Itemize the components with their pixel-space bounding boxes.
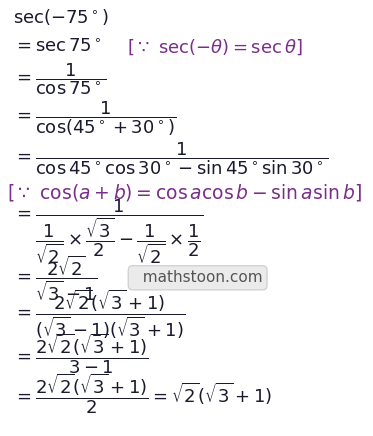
Text: $= \dfrac{2\sqrt{2}}{\sqrt{3}-1}$: $= \dfrac{2\sqrt{2}}{\sqrt{3}-1}$ <box>13 253 97 303</box>
Text: $[\because\ \sec(-\theta) = \sec\theta]$: $[\because\ \sec(-\theta) = \sec\theta]$ <box>127 37 303 57</box>
Text: $= \dfrac{1}{\cos(45^\circ+30^\circ)}$: $= \dfrac{1}{\cos(45^\circ+30^\circ)}$ <box>13 99 176 138</box>
Text: $= \dfrac{1}{\cos 45^\circ\cos 30^\circ - \sin 45^\circ\sin 30^\circ}$: $= \dfrac{1}{\cos 45^\circ\cos 30^\circ … <box>13 140 329 177</box>
Text: $= \dfrac{1}{\dfrac{1}{\sqrt{2}}\times\dfrac{\sqrt{3}}{2} - \dfrac{1}{\sqrt{2}}\: $= \dfrac{1}{\dfrac{1}{\sqrt{2}}\times\d… <box>13 198 203 266</box>
Text: $= \dfrac{2\sqrt{2}(\sqrt{3}+1)}{(\sqrt{3}-1)(\sqrt{3}+1)}$: $= \dfrac{2\sqrt{2}(\sqrt{3}+1)}{(\sqrt{… <box>13 287 185 341</box>
Text: $= \dfrac{1}{\cos 75^\circ}$: $= \dfrac{1}{\cos 75^\circ}$ <box>13 61 107 97</box>
Text: $= \dfrac{2\sqrt{2}(\sqrt{3}+1)}{3-1}$: $= \dfrac{2\sqrt{2}(\sqrt{3}+1)}{3-1}$ <box>13 331 149 375</box>
Text: $\sec(-75^\circ)$: $\sec(-75^\circ)$ <box>13 7 110 27</box>
Text: $[\because\ \cos(a+b) = \cos a\cos b - \sin a\sin b]$: $[\because\ \cos(a+b) = \cos a\cos b - \… <box>7 181 362 202</box>
Text: $= \dfrac{2\sqrt{2}(\sqrt{3}+1)}{2} = \sqrt{2}(\sqrt{3}+1)$: $= \dfrac{2\sqrt{2}(\sqrt{3}+1)}{2} = \s… <box>13 371 272 416</box>
Text: $= \sec 75^\circ$: $= \sec 75^\circ$ <box>13 38 102 56</box>
Text: mathstoon.com: mathstoon.com <box>133 270 263 285</box>
